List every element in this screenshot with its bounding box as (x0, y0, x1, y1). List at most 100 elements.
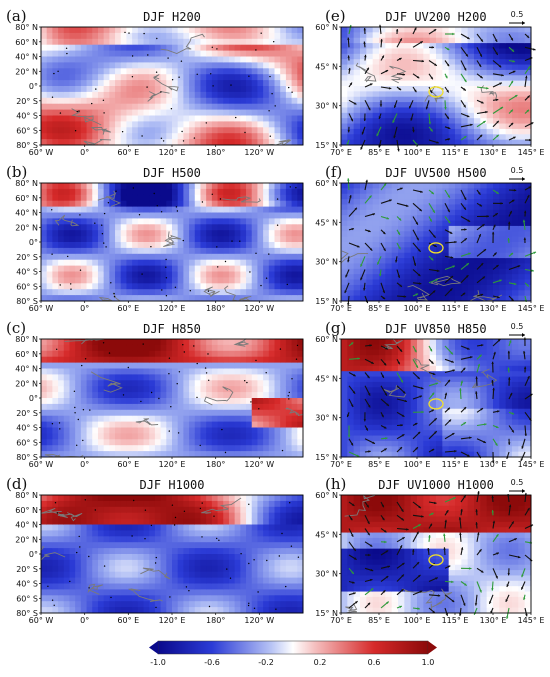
heatmap-cell (291, 109, 298, 116)
significance-dot (77, 418, 80, 421)
heatmap-cell (115, 265, 122, 272)
heatmap-cell (223, 368, 230, 375)
heatmap-cell (154, 27, 162, 34)
heatmap-cell (80, 392, 88, 399)
heatmap-cell (246, 97, 253, 105)
heatmap-cell (69, 386, 76, 393)
heatmap-cell (347, 27, 355, 33)
heatmap-cell (274, 206, 281, 213)
heatmap-cell (103, 403, 110, 411)
heatmap-cell (149, 230, 156, 237)
heatmap-cell (366, 112, 374, 119)
heatmap-cell (217, 433, 224, 440)
heatmap-cell (512, 236, 519, 243)
heatmap-cell (172, 415, 179, 423)
heatmap-cell (189, 200, 196, 208)
heatmap-cell (92, 242, 99, 249)
heatmap-cell (46, 374, 53, 381)
heatmap-cell (103, 339, 110, 346)
heatmap-cell (486, 69, 494, 76)
heatmap-cell (360, 107, 367, 114)
wind-vector-head (447, 195, 450, 198)
heatmap-cell (291, 32, 298, 40)
heatmap-cell (379, 75, 386, 82)
heatmap-cell (291, 392, 298, 399)
heatmap-cell (200, 103, 207, 111)
heatmap-cell (461, 91, 469, 98)
heatmap-cell (436, 96, 443, 103)
wind-vector-head (450, 276, 453, 279)
heatmap-cell (263, 344, 270, 352)
heatmap-cell (58, 271, 65, 278)
heatmap-cell (41, 38, 48, 46)
heatmap-cell (499, 69, 507, 76)
heatmap-cell (480, 37, 488, 44)
heatmap-cell (103, 44, 110, 52)
heatmap-cell (228, 86, 236, 93)
heatmap-cell (379, 225, 386, 232)
heatmap-cell (120, 374, 127, 381)
heatmap-cell (291, 427, 298, 434)
heatmap-cell (518, 139, 526, 146)
heatmap-cell (177, 218, 184, 225)
heatmap-cell (194, 27, 201, 34)
heatmap-cell (347, 220, 355, 227)
heatmap-cell (115, 206, 122, 213)
heatmap-cell (206, 427, 213, 434)
heatmap-cell (385, 69, 393, 76)
heatmap-cell (172, 97, 179, 105)
wind-vector-head (454, 240, 457, 244)
heatmap-cell (442, 231, 450, 238)
heatmap-cell (353, 91, 361, 98)
heatmap-cell (234, 188, 241, 196)
heatmap-cell (234, 224, 241, 231)
heatmap-cell (448, 295, 456, 302)
heatmap-cell (97, 212, 105, 219)
heatmap-cell (228, 218, 236, 225)
heatmap-cell (206, 339, 213, 346)
heatmap-cell (69, 50, 76, 57)
wind-vector-head (361, 131, 365, 135)
heatmap-cell (360, 32, 367, 39)
heatmap-cell (63, 121, 70, 128)
heatmap-cell (268, 259, 276, 267)
heatmap-cell (132, 230, 139, 237)
heatmap-cell (410, 91, 418, 98)
heatmap-cell (493, 284, 500, 291)
heatmap-cell (228, 445, 236, 452)
heatmap-cell (120, 451, 127, 458)
heatmap-cell (366, 344, 374, 351)
heatmap-cell (480, 220, 488, 227)
heatmap-cell (455, 86, 462, 92)
heatmap-cell (166, 403, 173, 411)
heatmap-cell (149, 427, 156, 434)
heatmap-cell (512, 295, 519, 302)
heatmap-cell (263, 362, 270, 369)
heatmap-cell (103, 224, 110, 231)
heatmap-cell (524, 274, 532, 281)
heatmap-cell (366, 424, 374, 431)
heatmap-cell (115, 242, 122, 249)
heatmap-cell (353, 139, 361, 146)
heatmap-cell (379, 102, 386, 108)
heatmap-cell (240, 206, 247, 213)
heatmap-cell (480, 102, 488, 108)
heatmap-cell (436, 102, 443, 108)
heatmap-cell (524, 263, 532, 270)
heatmap-cell (126, 368, 133, 375)
heatmap-cell (228, 398, 236, 405)
heatmap-cell (92, 451, 99, 458)
heatmap-cell (341, 339, 348, 345)
heatmap-cell (206, 74, 213, 81)
heatmap-cell (97, 409, 105, 417)
heatmap-cell (126, 109, 133, 116)
heatmap-cell (194, 339, 201, 346)
heatmap-cell (353, 430, 361, 437)
heatmap-cell (379, 80, 386, 87)
wind-vector-head (449, 231, 453, 234)
heatmap-cell (97, 80, 105, 87)
significance-dot (207, 353, 209, 355)
heatmap-cell (429, 118, 437, 125)
heatmap-cell (149, 194, 156, 202)
heatmap-cell (493, 225, 500, 232)
